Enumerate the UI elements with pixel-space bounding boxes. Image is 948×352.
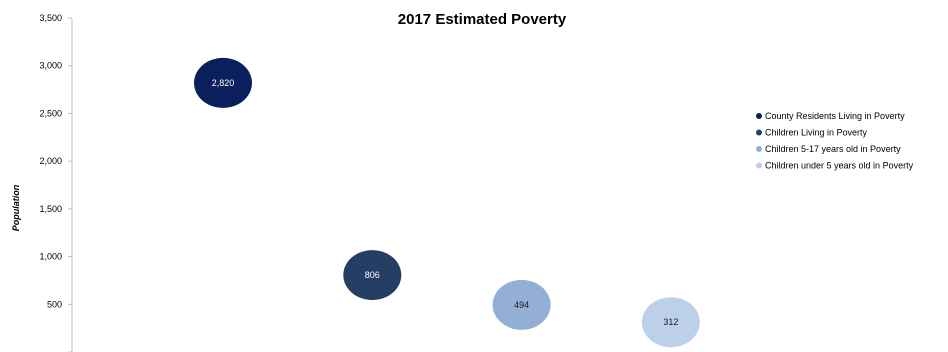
y-axis-ticks: - 500 1,000 1,500 2,000 2,500 3,000 3,500 bbox=[39, 13, 72, 352]
legend-label: County Residents Living in Poverty bbox=[765, 111, 905, 121]
bubble-data-label: 312 bbox=[663, 317, 678, 327]
legend-marker bbox=[756, 113, 762, 119]
legend-label: Children 5-17 years old in Poverty bbox=[765, 144, 901, 154]
bubble-point bbox=[194, 57, 252, 108]
bubble-series: 2,820 806 494 312 bbox=[194, 57, 700, 348]
legend-label: Children Living in Poverty bbox=[765, 128, 868, 138]
bubble-point bbox=[343, 250, 402, 301]
y-tick-label: 1,500 bbox=[39, 204, 62, 214]
y-axis-label: Population bbox=[11, 184, 21, 231]
y-tick-label: 2,500 bbox=[39, 108, 62, 118]
legend-marker bbox=[756, 162, 762, 169]
bubble-point bbox=[492, 279, 551, 330]
legend-marker bbox=[756, 129, 762, 136]
y-tick-label: 3,500 bbox=[39, 13, 62, 23]
y-tick-label: 500 bbox=[47, 299, 62, 309]
chart-title: 2017 Estimated Poverty bbox=[398, 11, 567, 28]
bubble-point bbox=[641, 297, 700, 348]
bubble-data-label: 494 bbox=[514, 300, 529, 310]
legend: County Residents Living in Poverty Childr… bbox=[756, 111, 914, 171]
y-tick-label: 2,000 bbox=[39, 156, 62, 166]
legend-marker bbox=[756, 146, 762, 152]
y-tick-label: 3,000 bbox=[39, 61, 62, 71]
bubble-data-label: 2,820 bbox=[212, 78, 235, 88]
y-tick-label: 1,000 bbox=[39, 252, 62, 262]
y-tick-label: - bbox=[59, 347, 62, 352]
bubble-data-label: 806 bbox=[365, 270, 380, 280]
legend-label: Children under 5 years old in Poverty bbox=[765, 161, 914, 171]
